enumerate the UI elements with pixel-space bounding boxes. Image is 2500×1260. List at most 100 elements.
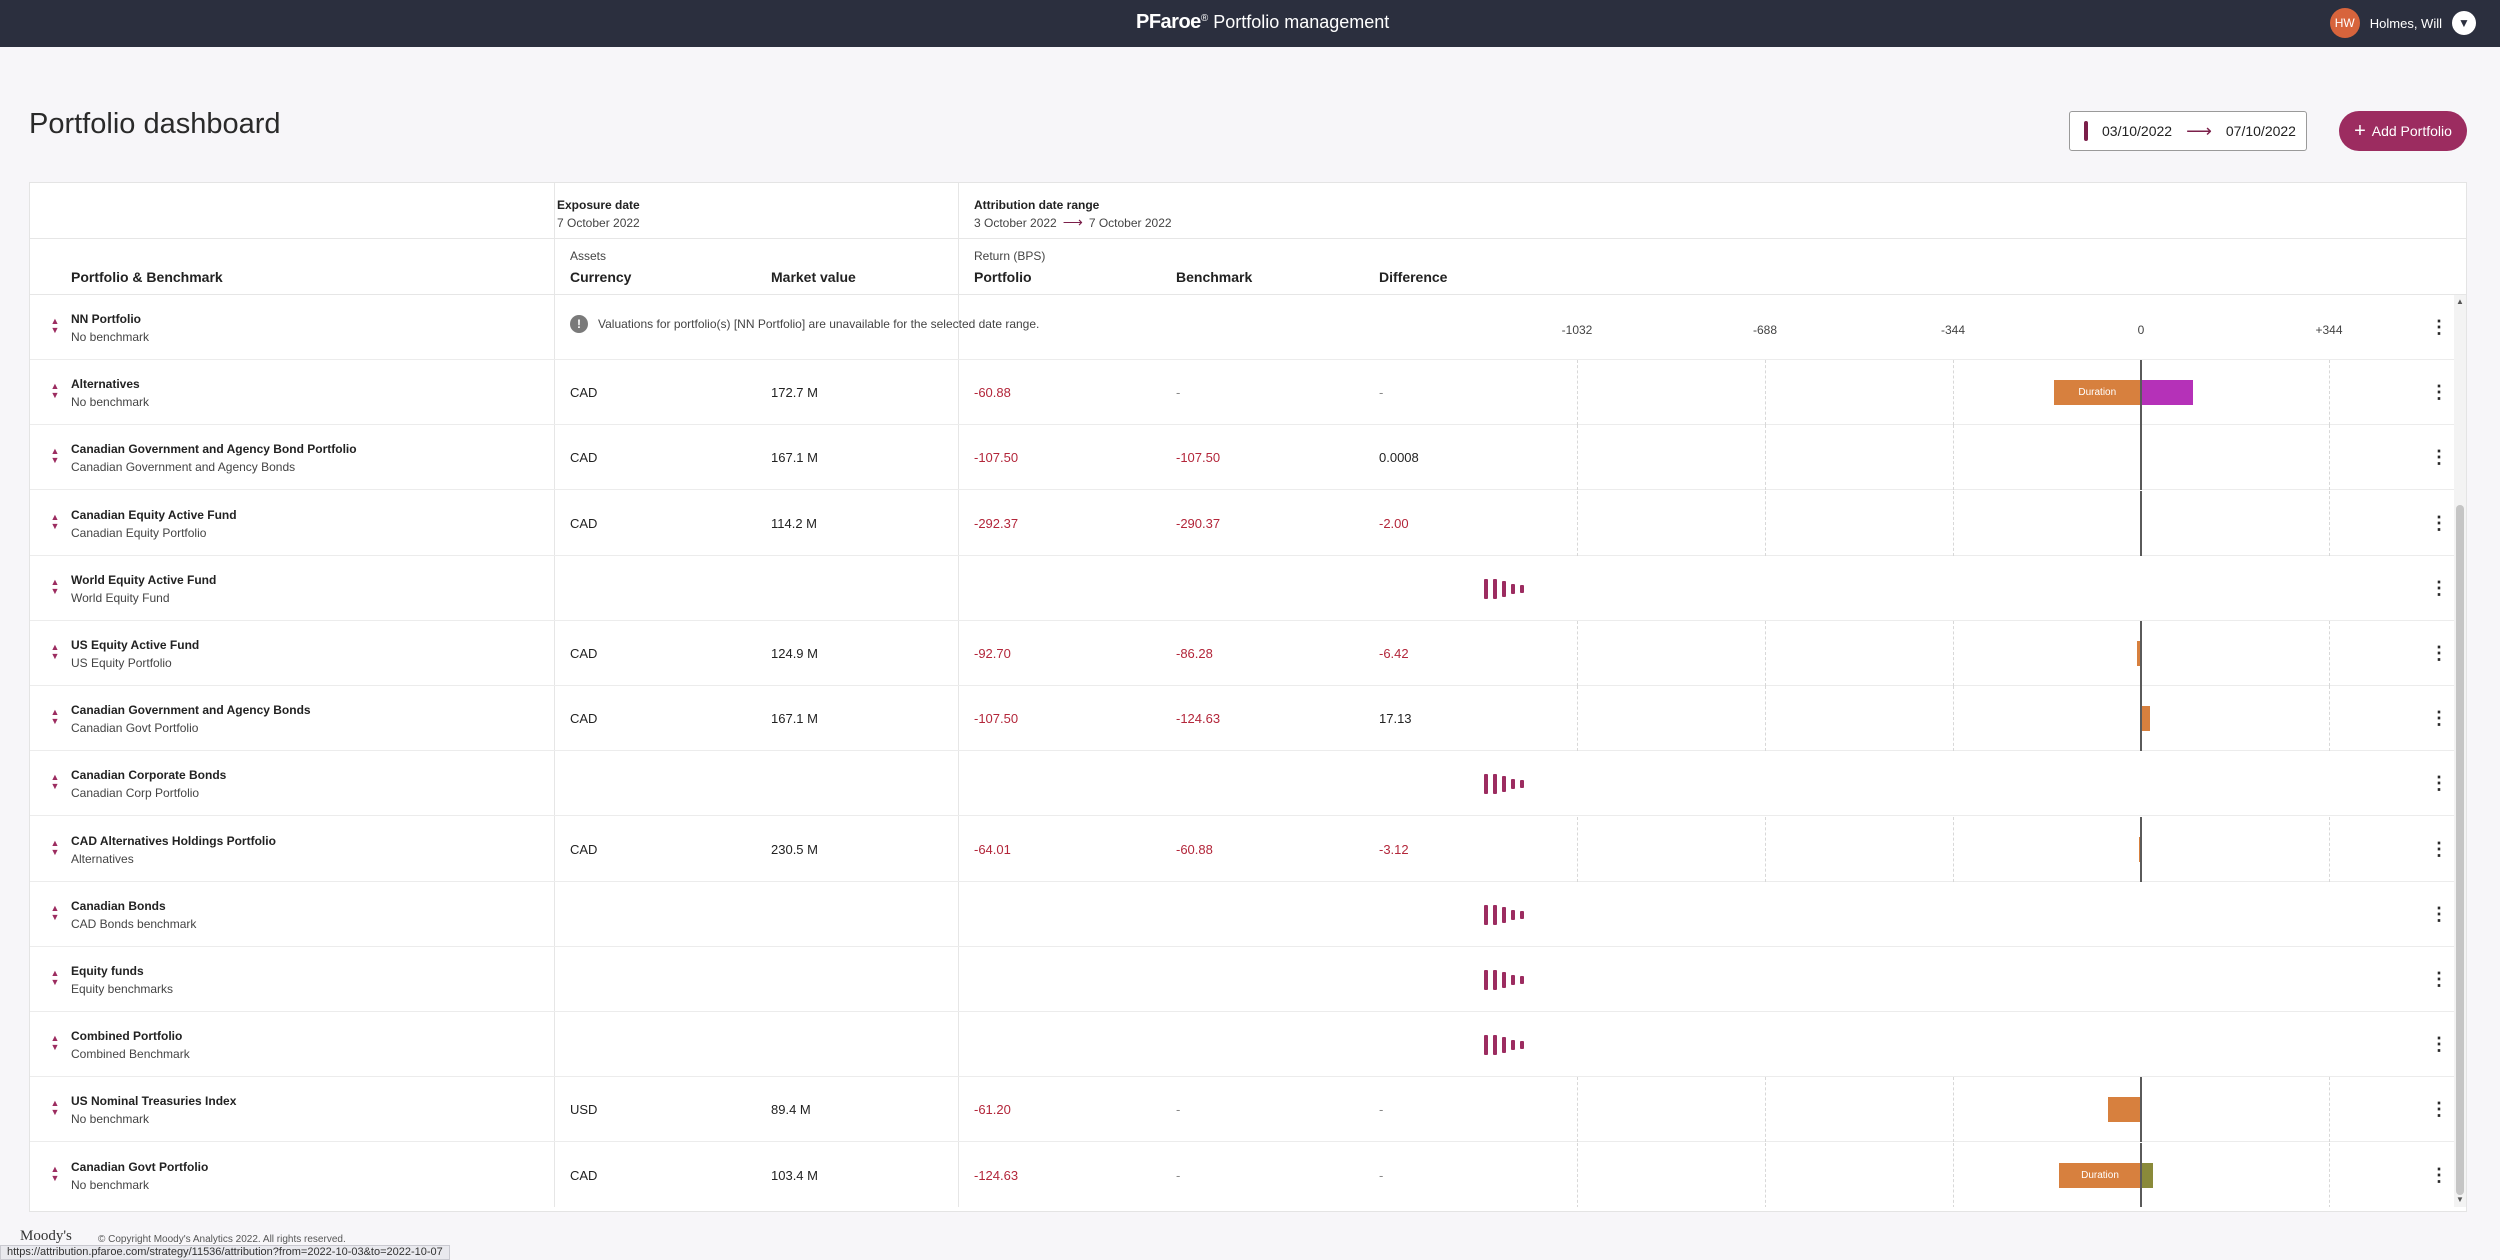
reorder-icon[interactable]: ▲ ▼	[50, 446, 60, 466]
more-options-icon[interactable]: ⋮	[2430, 903, 2448, 924]
table-row[interactable]: ▲ ▼ Equity funds Equity benchmarks ⋮	[30, 947, 2466, 1012]
table-row[interactable]: ▲ ▼ Canadian Government and Agency Bonds Ca…	[30, 686, 2466, 752]
attribution-bar[interactable]	[2141, 1162, 2154, 1188]
scroll-thumb[interactable]	[2456, 505, 2464, 1195]
table-row[interactable]: ▲ ▼ World Equity Active Fund World Equity F…	[30, 556, 2466, 621]
more-options-icon[interactable]: ⋮	[2430, 773, 2448, 794]
portfolio-name[interactable]: NN Portfolio	[71, 312, 141, 326]
reorder-icon[interactable]: ▲ ▼	[50, 1163, 60, 1183]
more-options-icon[interactable]: ⋮	[2430, 838, 2448, 859]
scroll-up-icon[interactable]: ▲	[2456, 297, 2464, 306]
reorder-icon[interactable]: ▲ ▼	[50, 576, 60, 596]
table-row[interactable]: ▲ ▼ Combined Portfolio Combined Benchmark ⋮	[30, 1012, 2466, 1078]
reorder-icon[interactable]: ▲ ▼	[50, 381, 60, 401]
more-options-icon[interactable]: ⋮	[2430, 1099, 2448, 1120]
col-difference[interactable]: Difference	[1379, 269, 1448, 285]
portfolio-name[interactable]: Equity funds	[71, 964, 144, 978]
more-options-icon[interactable]: ⋮	[2430, 577, 2448, 598]
portfolio-name[interactable]: Canadian Bonds	[71, 898, 166, 913]
date-to[interactable]: 07/10/2022	[2225, 123, 2296, 139]
reorder-icon[interactable]: ▲ ▼	[50, 707, 60, 727]
portfolio-name[interactable]: CAD Alternatives Holdings Portfolio	[71, 833, 276, 848]
zero-line	[2140, 1077, 2142, 1143]
reorder-icon[interactable]: ▲ ▼	[50, 772, 60, 792]
reorder-icon[interactable]: ▲ ▼	[50, 1033, 60, 1053]
table-row[interactable]: ▲ ▼ Canadian Govt Portfolio No benchmark CAD…	[30, 1142, 2466, 1207]
market-value-cell: 114.2 M	[771, 515, 818, 531]
currency-cell: CAD	[570, 841, 598, 857]
column-divider	[958, 183, 959, 1207]
portfolio-name[interactable]: Canadian Government and Agency Bonds	[71, 703, 311, 718]
attribution-bar[interactable]: Duration	[2059, 1162, 2141, 1188]
attribution-bar[interactable]	[2138, 836, 2141, 862]
table-row[interactable]: ▲ ▼ NN Portfolio No benchmark! Valuations fo…	[30, 295, 2466, 360]
attribution-bar[interactable]	[2137, 641, 2141, 666]
more-options-icon[interactable]: ⋮	[2430, 317, 2448, 337]
table-row[interactable]: ▲ ▼ Canadian Corporate Bonds Canadian Corp …	[30, 751, 2466, 817]
more-options-icon[interactable]: ⋮	[2430, 447, 2448, 468]
attribution-bar[interactable]	[2107, 1097, 2141, 1123]
scroll-down-icon[interactable]: ▼	[2456, 1195, 2464, 1204]
gridline	[2329, 425, 2330, 491]
reorder-icon[interactable]: ▲ ▼	[50, 511, 60, 531]
table-row[interactable]: ▲ ▼ Canadian Bonds CAD Bonds benchmark ⋮	[30, 882, 2466, 947]
portfolio-name[interactable]: Canadian Govt Portfolio	[71, 1159, 209, 1174]
table-row[interactable]: ▲ ▼ Canadian Equity Active Fund Canadian Eq…	[30, 490, 2466, 556]
scrollbar[interactable]: ▲ ▼	[2454, 295, 2466, 1207]
col-portfolio[interactable]: Portfolio	[974, 269, 1032, 285]
exposure-date-value: 7 October 2022	[557, 216, 640, 230]
col-assets-label: Assets	[570, 249, 607, 263]
table-row[interactable]: ▲ ▼ CAD Alternatives Holdings Portfolio Alt…	[30, 816, 2466, 882]
add-portfolio-label: Add Portfolio	[2371, 123, 2452, 139]
chevron-down-icon[interactable]: ▼	[2452, 11, 2476, 35]
attribution-bar[interactable]	[2141, 380, 2193, 406]
table-row[interactable]: ▲ ▼ US Nominal Treasuries Index No benchmar…	[30, 1077, 2466, 1143]
table-body: ▲ ▼ NN Portfolio No benchmark! Valuations fo…	[30, 295, 2466, 1207]
add-portfolio-button[interactable]: + Add Portfolio	[2339, 111, 2467, 151]
brand[interactable]: PFaroe® Portfolio management	[1136, 11, 1390, 33]
more-options-icon[interactable]: ⋮	[2430, 708, 2448, 729]
reorder-icon[interactable]: ▲ ▼	[50, 642, 60, 661]
col-market-value[interactable]: Market value	[771, 269, 856, 285]
more-options-icon[interactable]: ⋮	[2430, 969, 2448, 989]
portfolio-name[interactable]: US Equity Active Fund	[71, 638, 200, 652]
benchmark-return-cell: -290.37	[1176, 515, 1221, 531]
col-portfolio-benchmark[interactable]: Portfolio & Benchmark	[71, 269, 223, 285]
more-options-icon[interactable]: ⋮	[2430, 643, 2448, 663]
more-options-icon[interactable]: ⋮	[2430, 512, 2448, 533]
portfolio-name[interactable]: Canadian Corporate Bonds	[71, 768, 227, 783]
reorder-icon[interactable]: ▲ ▼	[50, 316, 60, 335]
more-options-icon[interactable]: ⋮	[2430, 382, 2448, 403]
portfolio-name[interactable]: World Equity Active Fund	[71, 572, 217, 587]
attribution-bar[interactable]: Duration	[2053, 380, 2141, 406]
table-row[interactable]: ▲ ▼ Canadian Government and Agency Bond Po…	[30, 425, 2466, 491]
gridline	[1953, 425, 1954, 491]
portfolio-name[interactable]: Alternatives	[71, 377, 140, 392]
more-options-icon[interactable]: ⋮	[2430, 1034, 2448, 1055]
reorder-icon[interactable]: ▲ ▼	[50, 837, 60, 857]
table-row[interactable]: ▲ ▼ US Equity Active Fund US Equity Portfol…	[30, 621, 2466, 686]
portfolio-name[interactable]: Canadian Government and Agency Bond Port…	[71, 442, 357, 457]
date-from[interactable]: 03/10/2022	[2102, 123, 2173, 139]
date-range-picker[interactable]: 03/10/2022 ⟶ 07/10/2022	[2069, 111, 2307, 151]
benchmark-return-cell: -86.28	[1176, 646, 1213, 661]
portfolio-name[interactable]: US Nominal Treasuries Index	[71, 1094, 237, 1109]
benchmark-name: World Equity Fund	[71, 590, 170, 605]
loading-indicator	[1484, 774, 1524, 795]
attribution-bar[interactable]	[2141, 706, 2151, 732]
user-menu[interactable]: HW Holmes, Will ▼	[2329, 8, 2476, 38]
portfolio-name[interactable]: Combined Portfolio	[71, 1029, 183, 1044]
more-options-icon[interactable]: ⋮	[2430, 1164, 2448, 1185]
col-currency[interactable]: Currency	[570, 269, 632, 285]
brand-suffix: Portfolio management	[1213, 12, 1390, 32]
reorder-icon[interactable]: ▲ ▼	[50, 902, 60, 922]
table-row[interactable]: ▲ ▼ Alternatives No benchmark CAD 172.7 M -60.…	[30, 360, 2466, 426]
reorder-icon[interactable]: ▲ ▼	[50, 1098, 60, 1118]
col-benchmark[interactable]: Benchmark	[1176, 269, 1253, 285]
reorder-icon[interactable]: ▲ ▼	[50, 968, 60, 987]
user-name: Holmes, Will	[2369, 15, 2442, 31]
gridline	[2329, 621, 2330, 686]
gridline	[2329, 1077, 2330, 1143]
avatar[interactable]: HW	[2329, 8, 2360, 38]
portfolio-name[interactable]: Canadian Equity Active Fund	[71, 507, 237, 522]
